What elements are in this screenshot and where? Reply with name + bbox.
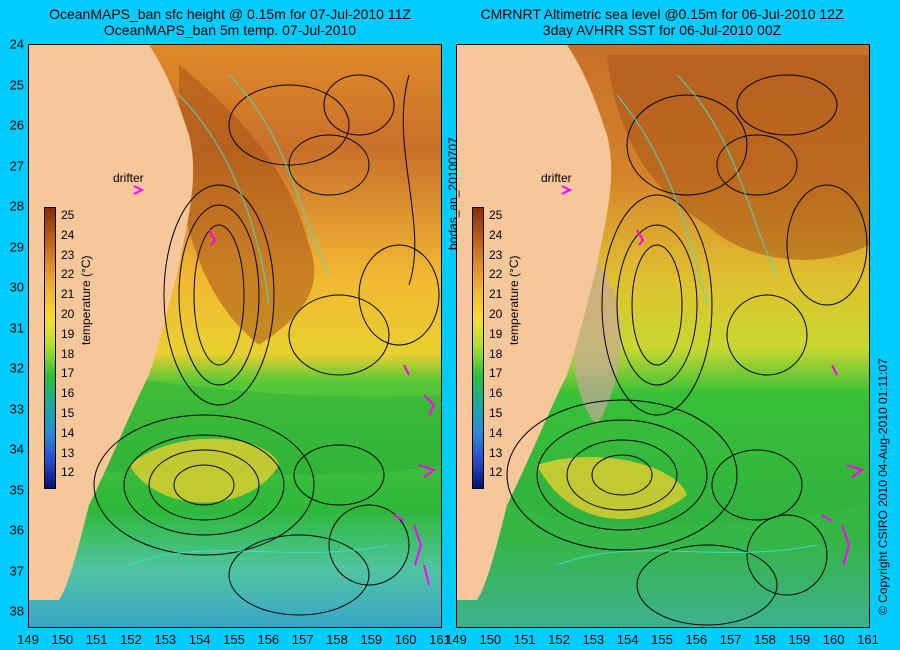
latitude-tick: 34 [9, 441, 24, 457]
longitude-tick: 155 [651, 632, 673, 647]
colorbar-value: 21 [489, 287, 503, 302]
longitude-tick: 153 [154, 632, 177, 647]
colorbar-title-left: temperature (°C) [79, 255, 93, 346]
latitude-tick: 28 [9, 198, 24, 214]
latitude-tick: 32 [9, 360, 24, 376]
longitude-tick: 150 [51, 632, 74, 647]
colorbar-value: 23 [489, 247, 503, 262]
colorbar-value: 12 [61, 465, 75, 480]
colorbar-value: 18 [489, 346, 503, 361]
longitude-tick: 160 [394, 632, 417, 647]
longitude-tick: 155 [223, 632, 245, 647]
run-id-label: bodas_an_20100707 [446, 137, 460, 250]
latitude-tick: 31 [9, 320, 24, 335]
colorbar-value: 13 [61, 445, 75, 460]
longitude-tick: 157 [719, 632, 742, 647]
longitude-tick: 158 [326, 632, 348, 647]
right-title-line1: CMRNRT Altimetric sea level @0.15m for 0… [480, 6, 844, 22]
right-map-panel: drifter temperature (°C) 25 24 23 22 21 20 19 1… [456, 44, 870, 628]
longitude-tick: 153 [582, 632, 605, 647]
longitude-tick: 157 [291, 632, 314, 647]
longitude-tick: 152 [120, 632, 142, 647]
copyright-label: © Copyright CSIRO 2010 04-Aug-2010 01:11… [876, 358, 890, 615]
colorbar-value: 16 [61, 386, 75, 401]
land-mass [457, 45, 612, 600]
sea-level-contours [93, 74, 440, 616]
drifter-tracks [133, 185, 437, 586]
left-map-canvas [29, 45, 441, 627]
longitude-tick: 160 [822, 632, 845, 647]
latitude-tick: 30 [9, 279, 24, 295]
drifter-tracks [561, 185, 865, 566]
latitude-tick: 26 [9, 117, 24, 133]
longitude-tick: 151 [513, 632, 536, 647]
colorbar-value: 25 [61, 208, 75, 222]
longitude-tick: 154 [188, 632, 211, 647]
longitude-tick: 149 [17, 632, 39, 647]
right-map-canvas [457, 45, 869, 627]
left-panel-title: OceanMAPS_ban sfc height @ 0.15m for 07-… [20, 6, 440, 38]
latitude-tick: 38 [9, 603, 24, 619]
longitude-tick: 151 [85, 632, 108, 647]
colorbar-value: 15 [489, 406, 503, 420]
left-title-line1: OceanMAPS_ban sfc height @ 0.15m for 07-… [49, 6, 411, 22]
longitude-tick: 161 [429, 632, 451, 647]
colorbar-title-right: temperature (°C) [507, 255, 521, 346]
colorbar-value: 24 [61, 227, 75, 242]
colorbar-value: 19 [489, 326, 503, 341]
longitude-tick: 159 [788, 632, 811, 647]
colorbar-value: 25 [489, 208, 503, 222]
land-mass [29, 45, 194, 600]
colorbar-value: 16 [489, 386, 503, 401]
colorbar-value: 15 [61, 406, 75, 420]
colorbar-value: 12 [489, 465, 503, 480]
latitude-tick: 27 [9, 158, 24, 173]
colorbar-value: 13 [489, 445, 503, 460]
colorbar-value: 17 [61, 366, 75, 381]
latitude-tick: 29 [9, 239, 24, 254]
colorbar-value: 24 [489, 227, 503, 242]
right-panel-title: CMRNRT Altimetric sea level @0.15m for 0… [452, 6, 872, 38]
colorbar-value: 22 [61, 267, 75, 282]
temperature-colorbar-left [44, 207, 56, 489]
colorbar-value: 14 [489, 425, 503, 440]
drifter-label-left: drifter [113, 171, 144, 185]
latitude-tick: 25 [9, 77, 24, 92]
colorbar-value: 18 [61, 346, 75, 361]
colorbar-value: 23 [61, 247, 75, 262]
temperature-colorbar-right [472, 207, 484, 489]
colorbar-value: 20 [489, 307, 503, 321]
longitude-tick: 154 [616, 632, 639, 647]
sea-level-contours [506, 74, 868, 626]
colorbar-value: 17 [489, 366, 503, 381]
longitude-tick: 149 [445, 632, 467, 647]
longitude-tick: 158 [754, 632, 776, 647]
latitude-tick: 33 [9, 401, 24, 416]
cyan-contours [556, 74, 818, 566]
cyan-contours [128, 74, 390, 566]
longitude-tick: 150 [479, 632, 502, 647]
colorbar-value: 22 [489, 267, 503, 282]
latitude-tick: 36 [9, 522, 24, 538]
colorbar-value: 19 [61, 326, 75, 341]
right-title-line2: 3day AVHRR SST for 06-Jul-2010 00Z [542, 22, 782, 38]
drifter-label-right: drifter [541, 171, 572, 185]
longitude-tick: 152 [548, 632, 570, 647]
longitude-tick: 156 [257, 632, 280, 647]
latitude-tick: 37 [9, 563, 24, 578]
colorbar-value: 20 [61, 307, 75, 321]
left-title-line2: OceanMAPS_ban 5m temp. 07-Jul-2010 [103, 22, 357, 38]
latitude-tick: 35 [9, 482, 24, 497]
longitude-tick: 161 [857, 632, 879, 647]
left-map-panel: drifter temperature (°C) 25 24 23 22 21 20 19 1… [28, 44, 442, 628]
latitude-tick: 24 [9, 36, 24, 52]
longitude-tick: 156 [685, 632, 708, 647]
colorbar-value: 14 [61, 425, 75, 440]
longitude-tick: 159 [360, 632, 383, 647]
colorbar-value: 21 [61, 287, 75, 302]
